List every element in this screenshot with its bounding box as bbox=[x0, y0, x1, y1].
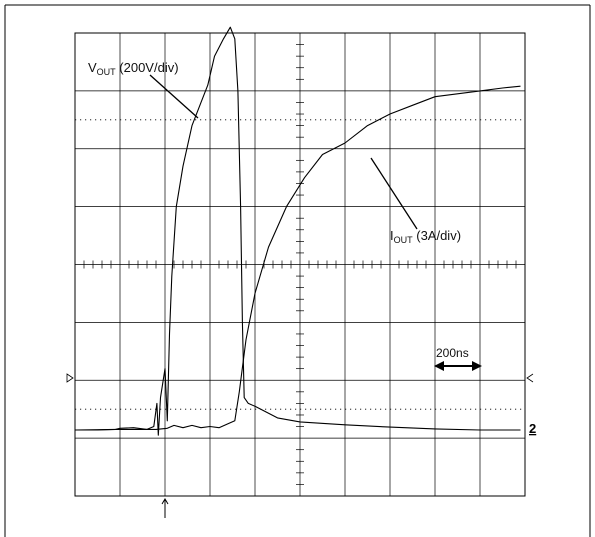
right-level-marker-icon bbox=[526, 373, 534, 383]
vout-label-rest: (200V/div) bbox=[116, 60, 179, 75]
iout-label-main: I bbox=[390, 228, 394, 243]
vout-label-sub: OUT bbox=[97, 67, 117, 77]
graticule-ticks bbox=[83, 44, 517, 485]
iout-label-sub: OUT bbox=[394, 235, 414, 245]
iout-label-rest: (3A/div) bbox=[413, 228, 461, 243]
left-level-marker-icon bbox=[66, 373, 74, 383]
iout-leader-line bbox=[370, 157, 418, 230]
traces bbox=[74, 26, 521, 436]
vout-label-main: V bbox=[88, 60, 97, 75]
vout-trace bbox=[75, 26, 521, 436]
trigger-arrow-icon bbox=[161, 498, 169, 518]
vout-leader-line bbox=[149, 74, 199, 119]
iout-trace bbox=[74, 85, 521, 431]
timebase-arrow-icon bbox=[434, 361, 482, 371]
vout-label: VOUT (200V/div) bbox=[88, 60, 179, 77]
iout-label: IOUT (3A/div) bbox=[390, 228, 461, 245]
channel-2-marker: 2 bbox=[529, 421, 536, 436]
timebase-label: 200ns bbox=[436, 346, 469, 360]
reference-dotted-lines bbox=[75, 119, 525, 410]
graticule-grid bbox=[75, 33, 525, 496]
